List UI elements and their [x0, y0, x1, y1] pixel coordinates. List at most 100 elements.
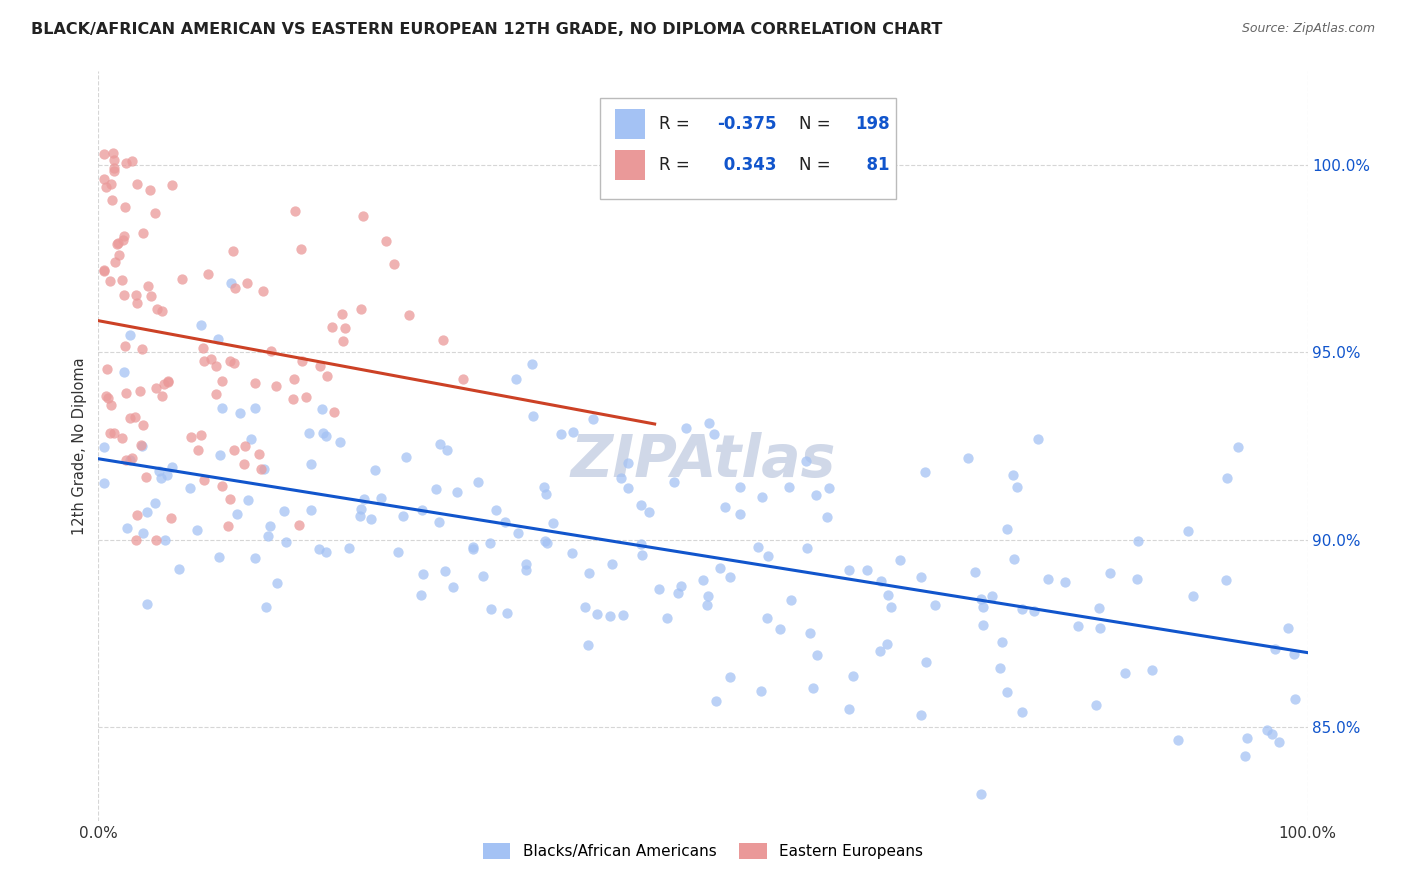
- Point: [115, 386, 138, 401]
- Point: [877, 588, 900, 602]
- Point: [441, 580, 464, 594]
- Point: [796, 541, 818, 555]
- Point: [630, 537, 652, 551]
- Point: [143, 206, 166, 220]
- Point: [205, 359, 228, 374]
- Point: [233, 440, 256, 454]
- Text: 198: 198: [855, 115, 890, 133]
- Point: [160, 511, 183, 525]
- Point: [100, 177, 122, 191]
- Point: [208, 549, 231, 564]
- Point: [995, 522, 1018, 536]
- Point: [1053, 574, 1076, 589]
- Point: [1216, 470, 1239, 484]
- Point: [283, 203, 305, 218]
- Point: [463, 542, 485, 557]
- Point: [112, 233, 135, 247]
- Text: 0.343: 0.343: [717, 156, 776, 174]
- Point: [970, 788, 993, 802]
- Point: [1011, 705, 1033, 719]
- Point: [610, 471, 633, 485]
- Point: [751, 490, 773, 504]
- Point: [170, 272, 193, 286]
- Point: [229, 406, 252, 420]
- Point: [233, 457, 256, 471]
- Point: [398, 308, 420, 322]
- Point: [311, 401, 333, 416]
- Point: [799, 626, 821, 640]
- Point: [728, 480, 751, 494]
- Point: [160, 460, 183, 475]
- Point: [298, 426, 321, 441]
- Point: [222, 356, 245, 370]
- Point: [128, 384, 150, 399]
- Point: [991, 635, 1014, 649]
- Point: [131, 439, 153, 453]
- Point: [217, 519, 239, 533]
- Point: [956, 450, 979, 465]
- Point: [145, 302, 167, 317]
- Point: [245, 376, 267, 390]
- Point: [315, 429, 337, 443]
- Text: Source: ZipAtlas.com: Source: ZipAtlas.com: [1241, 22, 1375, 36]
- Point: [718, 570, 741, 584]
- Point: [205, 387, 228, 401]
- Point: [432, 333, 454, 347]
- Point: [1005, 480, 1028, 494]
- Point: [637, 505, 659, 519]
- Point: [600, 558, 623, 572]
- Point: [815, 510, 838, 524]
- Point: [211, 479, 233, 493]
- Point: [382, 257, 405, 271]
- Point: [96, 362, 118, 376]
- Point: [446, 484, 468, 499]
- Point: [747, 541, 769, 555]
- Point: [1098, 566, 1121, 581]
- Point: [257, 529, 280, 543]
- Point: [283, 372, 305, 386]
- Point: [364, 463, 387, 477]
- Point: [1236, 731, 1258, 746]
- Point: [299, 503, 322, 517]
- Point: [131, 342, 153, 356]
- Point: [218, 353, 240, 368]
- Point: [156, 376, 179, 390]
- Point: [180, 430, 202, 444]
- Point: [207, 332, 229, 346]
- Point: [191, 341, 214, 355]
- Point: [238, 492, 260, 507]
- Point: [536, 535, 558, 549]
- Point: [915, 655, 938, 669]
- Point: [360, 512, 382, 526]
- Point: [749, 683, 772, 698]
- Point: [714, 500, 737, 514]
- Point: [103, 163, 125, 178]
- Point: [124, 533, 146, 547]
- Point: [264, 379, 287, 393]
- Point: [768, 622, 790, 636]
- Point: [143, 496, 166, 510]
- Point: [697, 417, 720, 431]
- Point: [718, 670, 741, 684]
- Point: [756, 549, 779, 563]
- Point: [308, 541, 330, 556]
- Point: [374, 234, 396, 248]
- Point: [254, 599, 277, 614]
- Point: [148, 463, 170, 477]
- Point: [668, 586, 690, 600]
- FancyBboxPatch shape: [614, 109, 645, 139]
- Point: [801, 681, 824, 695]
- Point: [190, 318, 212, 332]
- Point: [162, 178, 184, 193]
- Point: [96, 389, 118, 403]
- Point: [274, 535, 297, 549]
- Point: [132, 418, 155, 433]
- Legend: Blacks/African Americans, Eastern Europeans: Blacks/African Americans, Eastern Europe…: [477, 838, 929, 865]
- Point: [1277, 621, 1299, 635]
- Text: R =: R =: [659, 115, 696, 133]
- Point: [187, 443, 209, 458]
- Point: [197, 268, 219, 282]
- Point: [838, 562, 860, 576]
- Point: [129, 438, 152, 452]
- Point: [112, 365, 135, 379]
